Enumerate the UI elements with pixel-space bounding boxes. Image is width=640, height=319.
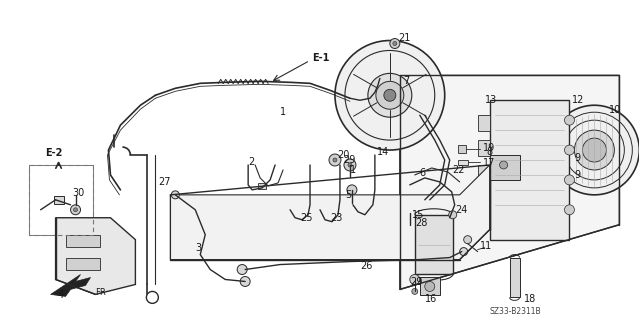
Circle shape bbox=[564, 205, 575, 215]
Circle shape bbox=[240, 277, 250, 286]
Bar bbox=[29, 165, 93, 235]
Circle shape bbox=[347, 185, 357, 195]
Text: 24: 24 bbox=[456, 205, 468, 215]
Text: 17: 17 bbox=[483, 158, 495, 168]
Circle shape bbox=[237, 264, 247, 274]
Text: 20: 20 bbox=[337, 150, 349, 160]
Circle shape bbox=[344, 159, 356, 171]
Text: 26: 26 bbox=[360, 261, 372, 271]
Bar bbox=[490, 100, 570, 240]
Text: 9: 9 bbox=[575, 170, 580, 180]
Bar bbox=[477, 165, 490, 181]
Circle shape bbox=[329, 154, 341, 166]
Text: 1: 1 bbox=[280, 107, 286, 117]
Text: 29: 29 bbox=[343, 155, 355, 165]
Text: FR·: FR· bbox=[95, 288, 109, 297]
Text: 10: 10 bbox=[609, 105, 621, 115]
Bar bbox=[54, 196, 63, 204]
Text: 22: 22 bbox=[452, 165, 465, 175]
Circle shape bbox=[368, 73, 412, 117]
Text: 1: 1 bbox=[350, 165, 356, 175]
Polygon shape bbox=[170, 165, 490, 260]
Text: E-2: E-2 bbox=[45, 148, 63, 158]
Circle shape bbox=[410, 274, 420, 285]
Circle shape bbox=[74, 208, 77, 212]
Circle shape bbox=[564, 115, 575, 125]
Bar bbox=[258, 183, 266, 189]
Bar bbox=[458, 145, 466, 153]
Text: 30: 30 bbox=[72, 188, 84, 198]
Circle shape bbox=[412, 288, 418, 294]
Text: 5: 5 bbox=[345, 190, 351, 200]
Text: 8: 8 bbox=[486, 147, 493, 157]
Bar bbox=[509, 257, 520, 297]
Circle shape bbox=[564, 175, 575, 185]
Text: 12: 12 bbox=[572, 95, 585, 105]
Bar bbox=[477, 140, 490, 156]
Text: 2: 2 bbox=[248, 157, 255, 167]
Text: 6: 6 bbox=[420, 168, 426, 178]
Bar bbox=[477, 190, 490, 206]
Circle shape bbox=[393, 41, 397, 46]
Text: 9: 9 bbox=[575, 153, 580, 163]
Bar bbox=[420, 278, 440, 295]
Text: 4: 4 bbox=[58, 290, 64, 300]
Text: 11: 11 bbox=[479, 241, 492, 251]
Circle shape bbox=[70, 205, 81, 215]
Circle shape bbox=[550, 105, 639, 195]
Text: 3: 3 bbox=[195, 243, 202, 253]
Text: 7: 7 bbox=[403, 76, 409, 86]
Text: 27: 27 bbox=[158, 177, 171, 187]
Text: 13: 13 bbox=[484, 95, 497, 105]
Bar bbox=[477, 115, 490, 131]
Text: 23: 23 bbox=[330, 213, 342, 223]
Circle shape bbox=[405, 208, 415, 218]
Text: 21: 21 bbox=[398, 33, 410, 42]
Circle shape bbox=[333, 158, 337, 162]
Circle shape bbox=[460, 248, 468, 256]
Circle shape bbox=[564, 145, 575, 155]
Circle shape bbox=[390, 39, 400, 48]
Text: 15: 15 bbox=[412, 210, 424, 220]
Text: SZ33-B2311B: SZ33-B2311B bbox=[490, 307, 541, 316]
Circle shape bbox=[172, 191, 179, 199]
Circle shape bbox=[582, 138, 606, 162]
Circle shape bbox=[335, 41, 445, 150]
Circle shape bbox=[449, 211, 457, 219]
Bar bbox=[65, 257, 100, 270]
Text: 16: 16 bbox=[425, 294, 437, 304]
Circle shape bbox=[384, 89, 396, 101]
Bar bbox=[415, 215, 452, 274]
Circle shape bbox=[500, 161, 508, 169]
Text: E-1: E-1 bbox=[312, 54, 330, 63]
Polygon shape bbox=[400, 75, 620, 289]
Circle shape bbox=[575, 130, 614, 170]
Circle shape bbox=[464, 236, 472, 244]
Text: 14: 14 bbox=[377, 147, 389, 157]
Polygon shape bbox=[51, 274, 90, 296]
Circle shape bbox=[425, 281, 435, 292]
Circle shape bbox=[376, 81, 404, 109]
Text: 25: 25 bbox=[300, 213, 312, 223]
Bar bbox=[458, 160, 468, 165]
Bar bbox=[490, 155, 520, 180]
Text: 28: 28 bbox=[415, 218, 427, 228]
Circle shape bbox=[348, 163, 352, 167]
Polygon shape bbox=[56, 218, 136, 294]
Text: 29: 29 bbox=[410, 278, 422, 287]
Text: 19: 19 bbox=[483, 143, 495, 153]
Bar bbox=[65, 235, 100, 247]
Text: 18: 18 bbox=[524, 294, 536, 304]
